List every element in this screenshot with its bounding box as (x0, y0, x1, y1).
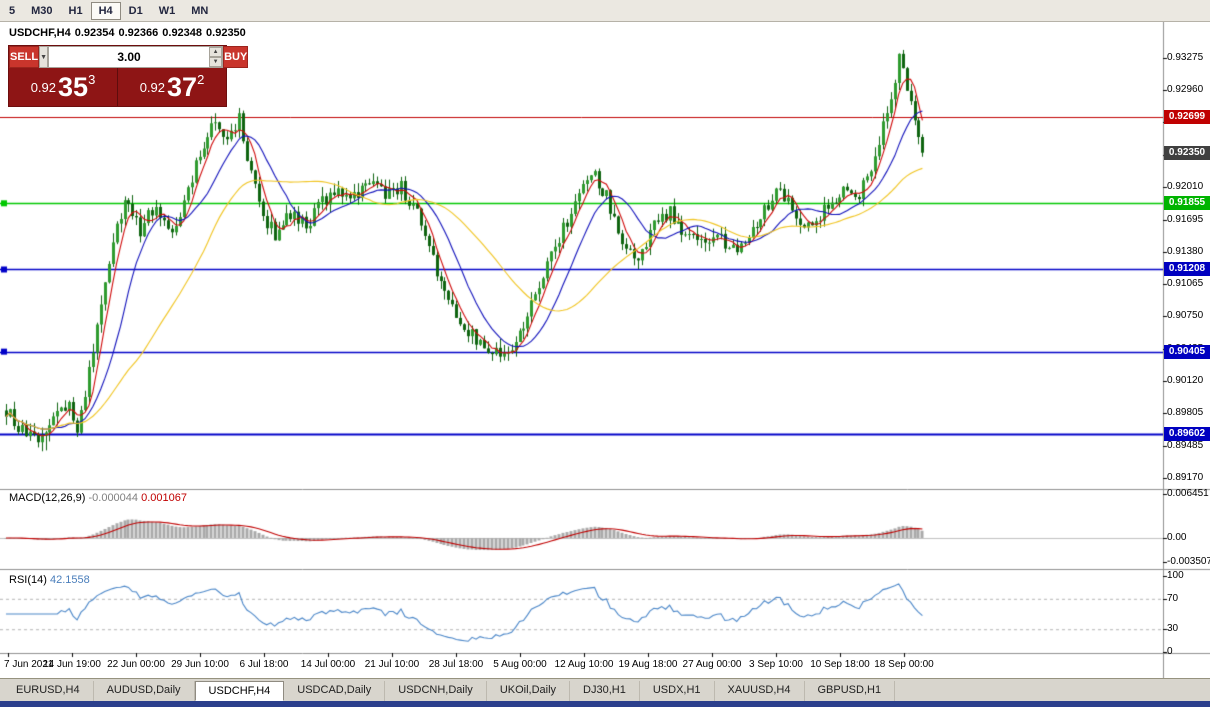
price-axis-tick-label: 0.91065 (1167, 278, 1204, 290)
buy-price-display[interactable]: 0.92 37 2 (118, 68, 226, 106)
macd-name: MACD(12,26,9) (9, 492, 86, 504)
time-axis-label: 12 Aug 10:00 (554, 659, 614, 670)
chart-tab-eurusd-h4[interactable]: EURUSD,H4 (3, 681, 94, 701)
ohlc-open: 0.92354 (74, 27, 115, 39)
buy-price-point: 2 (197, 72, 205, 87)
time-axis-label: 14 Jun 19:00 (43, 659, 101, 670)
timeframe-toolbar: 5 M30 H1 H4 D1 W1 MN (0, 0, 1210, 22)
rsi-axis-tick-label: 30 (1167, 623, 1179, 635)
price-line-badge: 0.90405 (1164, 344, 1210, 359)
macd-axis-tick-label: 0.006451 (1167, 487, 1209, 499)
buy-button[interactable]: BUY (223, 46, 249, 68)
price-axis-tick-label: 0.89170 (1167, 471, 1204, 483)
sell-button[interactable]: SELL (9, 46, 40, 68)
ohlc-high: 0.92366 (118, 27, 159, 39)
rsi-axis-tick-label: 100 (1167, 570, 1184, 581)
timeframe-button-w1[interactable]: W1 (151, 2, 184, 20)
rsi-value: 42.1558 (49, 574, 90, 586)
chart-tab-usdchf-h4[interactable]: USDCHF,H4 (194, 681, 285, 701)
timeframe-button-m30[interactable]: M30 (23, 2, 60, 20)
time-axis-label: 3 Sep 10:00 (749, 659, 803, 670)
price-axis-tick-label: 0.90750 (1167, 310, 1204, 322)
buy-price-pips: 37 (167, 71, 198, 102)
time-axis-label: 28 Jul 18:00 (428, 659, 484, 670)
chart-tab-bar: EURUSD,H4 AUDUSD,Daily USDCHF,H4 USDCAD,Dai… (0, 678, 1210, 701)
time-axis-label: 29 Jun 10:00 (171, 659, 229, 670)
status-strip (0, 701, 1210, 707)
chart-symbol: USDCHF,H4 (9, 27, 71, 39)
price-axis-tick-label: 0.91380 (1167, 245, 1204, 257)
price-chart-canvas[interactable] (0, 22, 1210, 678)
chart-ohlc-header: USDCHF,H4 0.92354 0.92366 0.92348 0.92350 (9, 27, 250, 39)
rsi-axis-tick-label: 70 (1167, 592, 1179, 604)
rsi-axis-tick-label: 0 (1167, 646, 1173, 657)
chart-tab-xauusd-h4[interactable]: XAUUSD,H4 (715, 681, 805, 701)
rsi-indicator-label: RSI(14) 42.1558 (9, 574, 90, 586)
ohlc-low: 0.92348 (162, 27, 203, 39)
time-axis-label: 10 Sep 18:00 (810, 659, 870, 670)
price-axis-tick-label: 0.91695 (1167, 213, 1204, 225)
chart-tab-usdx-h1[interactable]: USDX,H1 (640, 681, 715, 701)
volume-down-button[interactable]: ▼ (209, 57, 223, 67)
timeframe-button-mn[interactable]: MN (183, 2, 216, 20)
chart-tab-usdcad-daily[interactable]: USDCAD,Daily (284, 681, 386, 701)
time-axis-label: 21 Jul 10:00 (364, 659, 420, 670)
volume-input[interactable] (49, 47, 210, 67)
price-axis-tick-label: 0.90120 (1167, 374, 1204, 386)
chart-tab-gbpusd-h1[interactable]: GBPUSD,H1 (805, 681, 896, 701)
timeframe-button-5[interactable]: 5 (1, 2, 23, 20)
time-axis-label: 5 Aug 00:00 (493, 659, 547, 670)
timeframe-button-d1[interactable]: D1 (121, 2, 151, 20)
price-axis-tick-label: 0.92960 (1167, 84, 1204, 96)
sell-price-prefix: 0.92 (30, 79, 57, 95)
price-line-badge: 0.89602 (1164, 426, 1210, 441)
timeframe-button-h4[interactable]: H4 (90, 1, 121, 20)
price-axis-tick-label: 0.89485 (1167, 439, 1204, 451)
price-axis-tick-label: 0.93275 (1167, 52, 1204, 64)
chart-tab-usdcnh-daily[interactable]: USDCNH,Daily (385, 681, 487, 701)
price-line-badge: 0.91208 (1164, 262, 1210, 277)
sell-price-pips: 35 (58, 71, 89, 102)
chevron-down-icon: ▼ (40, 53, 48, 61)
price-axis-tick-label: 0.89805 (1167, 407, 1204, 419)
volume-up-button[interactable]: ▲ (209, 47, 223, 57)
rsi-name: RSI(14) (9, 574, 47, 586)
trade-options-dropdown[interactable]: ▼ (39, 46, 49, 68)
buy-price-prefix: 0.92 (139, 79, 166, 95)
timeframe-button-h1[interactable]: H1 (61, 2, 91, 20)
macd-indicator-label: MACD(12,26,9) -0.000044 0.001067 (9, 492, 187, 504)
current-price-badge: 0.92350 (1164, 145, 1210, 160)
price-line-badge: 0.92699 (1164, 109, 1210, 124)
sell-price-display[interactable]: 0.92 35 3 (9, 68, 118, 106)
time-axis-label: 7 Jun 2021 (4, 659, 54, 670)
macd-axis-tick-label: 0.00 (1167, 531, 1187, 543)
sell-price-point: 3 (88, 72, 96, 87)
price-axis-tick-label: 0.92010 (1167, 181, 1204, 193)
macd-main-value: -0.000044 (88, 492, 139, 504)
chart-window: USDCHF,H4 0.92354 0.92366 0.92348 0.92350 SE… (0, 22, 1210, 678)
time-axis-label: 14 Jul 00:00 (300, 659, 356, 670)
time-axis-label: 22 Jun 00:00 (107, 659, 165, 670)
time-axis-label: 19 Aug 18:00 (618, 659, 678, 670)
time-axis-label: 6 Jul 18:00 (239, 659, 289, 670)
time-axis-label: 27 Aug 00:00 (682, 659, 742, 670)
ohlc-close: 0.92350 (206, 27, 246, 39)
macd-signal-value: 0.001067 (141, 492, 187, 504)
chart-tab-ukoil-daily[interactable]: UKOil,Daily (487, 681, 571, 701)
volume-stepper: ▲ ▼ (209, 47, 223, 67)
chart-tab-dj30-h1[interactable]: DJ30,H1 (570, 681, 640, 701)
volume-field: ▲ ▼ (48, 46, 224, 68)
time-axis-label: 18 Sep 00:00 (874, 659, 934, 670)
chart-tab-audusd-daily[interactable]: AUDUSD,Daily (94, 681, 195, 701)
price-line-badge: 0.91855 (1164, 196, 1210, 211)
macd-axis-tick-label: -0.003507 (1167, 555, 1210, 567)
